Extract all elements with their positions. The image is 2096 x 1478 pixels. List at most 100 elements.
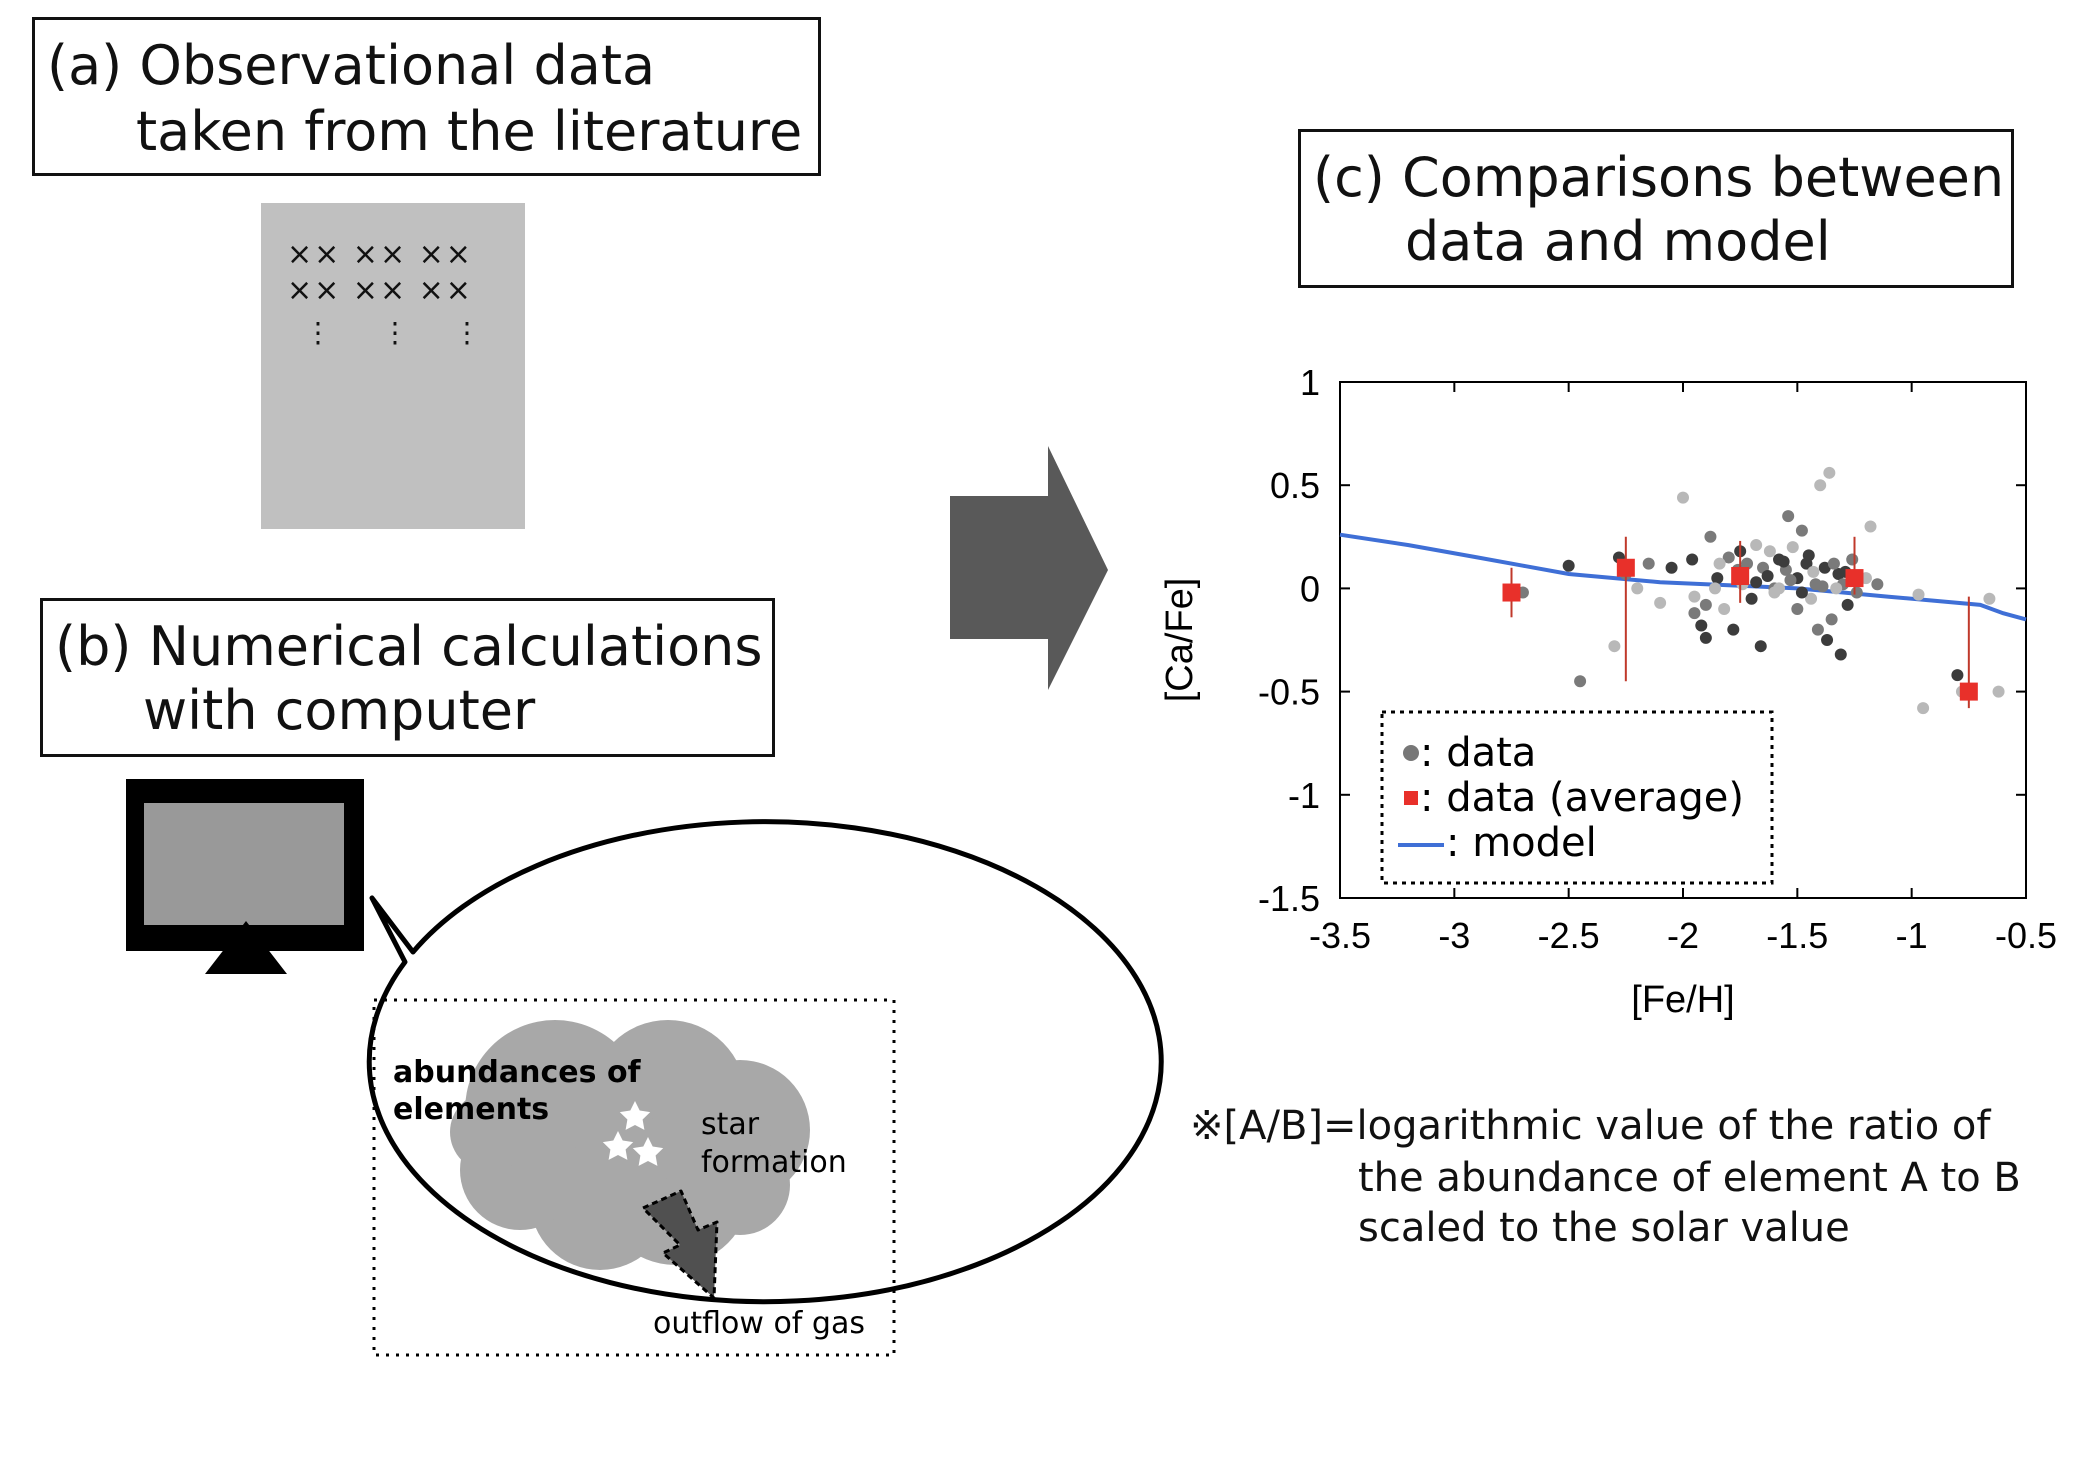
data-point <box>1665 561 1678 574</box>
data-point <box>1699 598 1712 611</box>
panel-c-title-box: (c) Comparisons between data and model <box>1298 129 2014 288</box>
data-point <box>1807 565 1820 578</box>
outflow-label: outflow of gas <box>653 1306 865 1341</box>
data-point <box>1827 557 1840 570</box>
data-points <box>1516 466 2005 715</box>
data-point <box>1864 520 1877 533</box>
outflow-arrow-icon <box>641 1189 719 1300</box>
x-axis-label: [Fe/H] <box>1631 979 1734 1021</box>
data-point <box>1805 592 1818 605</box>
x-tick-label: -1 <box>1896 915 1928 956</box>
ca-fe-chart: -3.5 -3 -2.5 -2 -1.5 -1 -0.5 -1.5 -1 -0.5 0 0.5 1 [… <box>1159 362 2057 1021</box>
y-tick-label: -1.5 <box>1258 878 1320 919</box>
data-point <box>1784 574 1797 587</box>
model-layer <box>1339 532 2027 622</box>
data-point <box>1821 634 1834 646</box>
average-point <box>1731 567 1750 586</box>
legend-frame <box>1380 710 1774 885</box>
gas-cloud <box>450 1020 810 1270</box>
x-tick-label: -2.5 <box>1538 915 1600 956</box>
average-points <box>1502 536 1978 709</box>
panel-a-title-line2: taken from the literature <box>136 100 803 163</box>
sheet-row-2: ×× ×× ×× <box>287 273 473 308</box>
data-point <box>1791 603 1804 616</box>
data-point <box>1750 539 1763 552</box>
data-point <box>1850 586 1863 599</box>
data-point <box>1816 580 1829 593</box>
panel-b-title-line1: (b) Numerical calculations <box>55 615 763 678</box>
data-point <box>1750 576 1763 589</box>
data-point <box>1741 557 1754 570</box>
data-point <box>1800 557 1813 570</box>
y-tick-label: 0.5 <box>1270 465 1320 506</box>
y-tick-labels: -1.5 -1 -0.5 0 0.5 1 <box>1258 362 1320 919</box>
data-point <box>1777 555 1790 568</box>
data-point <box>1951 669 1964 682</box>
data-point <box>1562 559 1575 572</box>
data-point <box>1574 675 1587 688</box>
legend-data-label: : data <box>1420 730 1536 776</box>
monitor-screen <box>144 803 344 925</box>
panel-c-title-line1: (c) Comparisons between <box>1313 146 2005 209</box>
data-point <box>1754 640 1767 653</box>
panel-a-title-box: (a) Observational data taken from the li… <box>32 17 821 176</box>
y-axis-label: [Ca/Fe] <box>1159 578 1201 703</box>
monitor-stand-icon <box>205 921 287 974</box>
x-tick-label: -0.5 <box>1995 915 2057 956</box>
average-point <box>1845 569 1864 588</box>
data-point <box>1761 570 1774 583</box>
x-tick-label: -3 <box>1438 915 1470 956</box>
legend-average-label: : data (average) <box>1420 775 1744 821</box>
data-point <box>1834 648 1847 661</box>
average-point <box>1959 682 1978 701</box>
star-icon <box>602 1101 664 1166</box>
star-formation-label-line2: formation <box>701 1145 847 1180</box>
data-point <box>1631 582 1644 595</box>
computer-monitor-icon <box>126 779 364 951</box>
x-tick-labels: -3.5 -3 -2.5 -2 -1.5 -1 -0.5 <box>1309 915 2057 956</box>
data-point <box>1688 607 1701 620</box>
data-point <box>1727 623 1740 636</box>
data-point <box>1917 702 1930 715</box>
legend-average-marker <box>1404 791 1418 805</box>
data-point <box>1745 592 1758 605</box>
data-point <box>1786 541 1799 554</box>
data-point <box>1773 582 1786 595</box>
legend-data-marker <box>1403 745 1419 761</box>
x-tick-label: -3.5 <box>1309 915 1371 956</box>
data-point <box>1718 603 1731 616</box>
data-point <box>1699 631 1712 644</box>
data-point <box>1992 685 2005 698</box>
data-point <box>1983 592 1996 605</box>
y-tick-label: 0 <box>1300 568 1320 609</box>
flow-arrow-icon <box>950 446 1108 690</box>
data-point <box>1608 640 1621 653</box>
data-point <box>1642 557 1655 570</box>
data-point <box>1709 582 1722 595</box>
footnote-line2: the abundance of element A to B <box>1358 1155 2021 1201</box>
data-point <box>1704 530 1717 543</box>
data-point <box>1722 551 1735 564</box>
legend-model-label: : model <box>1446 820 1597 866</box>
data-point <box>1841 598 1854 611</box>
data-point <box>1782 510 1795 523</box>
abundances-label-line2: elements <box>393 1092 549 1127</box>
data-point <box>1688 590 1701 603</box>
abundances-label-line1: abundances of <box>393 1055 642 1090</box>
data-point <box>1713 557 1726 570</box>
data-point <box>1686 553 1699 566</box>
panel-b-title-line2: with computer <box>143 679 536 742</box>
data-point <box>1711 572 1724 585</box>
data-point <box>1830 582 1843 595</box>
legend: : data : data (average) : model <box>1380 710 1774 885</box>
model-line <box>1339 532 2027 622</box>
data-point <box>1912 588 1925 601</box>
footnote-line3: scaled to the solar value <box>1358 1205 1850 1251</box>
data-point <box>1795 524 1808 537</box>
panel-b-title-box: (b) Numerical calculations with computer <box>40 598 775 757</box>
data-point <box>1825 613 1838 626</box>
data-sheet: ×× ×× ×× ×× ×× ×× ⋮ ⋮ ⋮ <box>261 203 525 529</box>
y-tick-label: -0.5 <box>1258 672 1320 713</box>
star-formation-label-line1: star <box>701 1107 760 1142</box>
data-point <box>1795 586 1808 599</box>
